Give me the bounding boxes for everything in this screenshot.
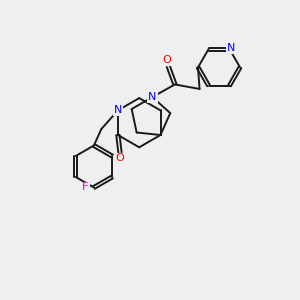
- Text: F: F: [82, 182, 89, 193]
- Text: N: N: [148, 92, 157, 102]
- Text: O: O: [163, 56, 171, 65]
- Text: O: O: [116, 153, 124, 164]
- Text: N: N: [114, 105, 122, 116]
- Text: N: N: [227, 43, 235, 53]
